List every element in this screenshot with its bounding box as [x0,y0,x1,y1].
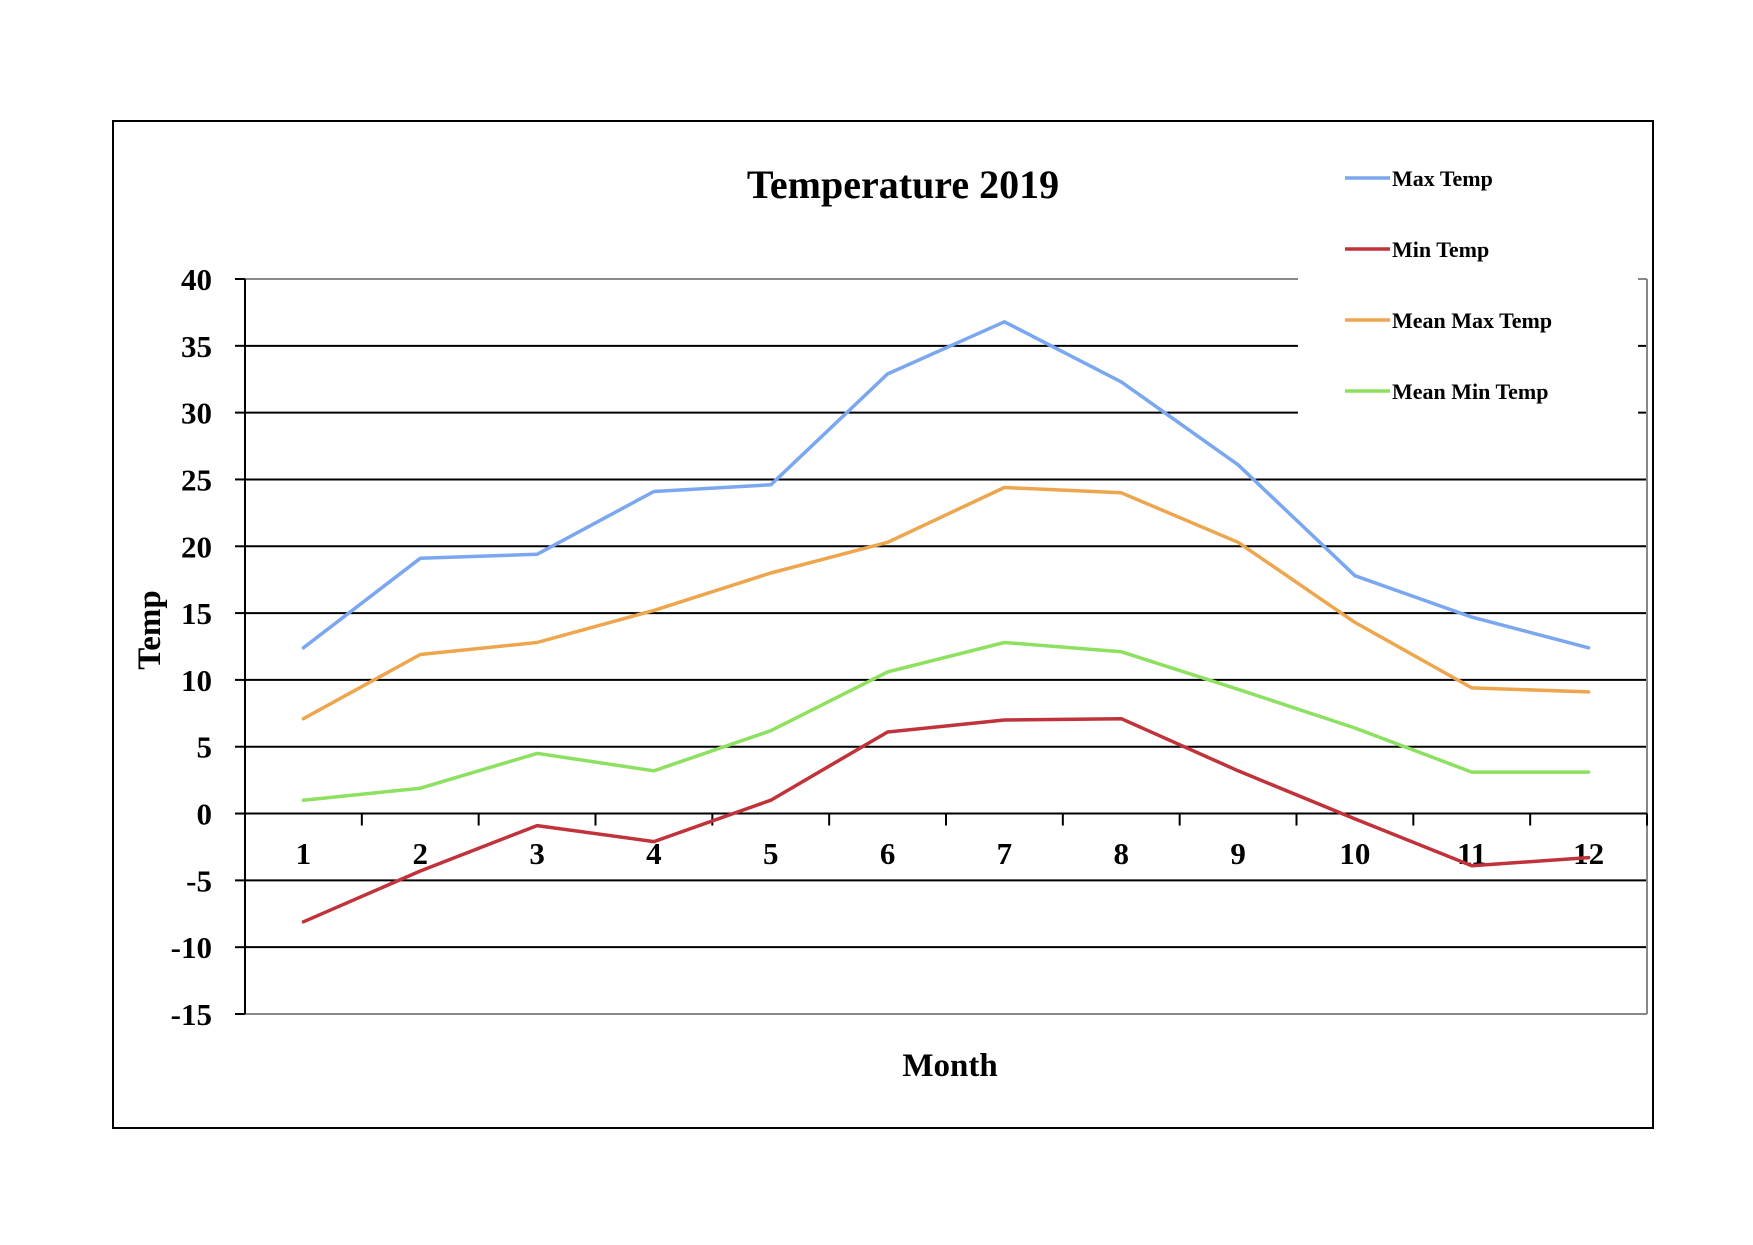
series-line-mean-max-temp [301,485,1591,721]
x-tick-label: 7 [997,836,1013,871]
legend-box [1298,150,1638,420]
y-tick-label: 30 [181,396,212,431]
y-tick-label: -15 [171,997,212,1032]
y-tick-label: 10 [181,663,212,698]
y-tick-label: 20 [181,529,212,564]
y-axis-title: Temp [132,590,168,669]
x-tick-label: 2 [413,836,429,871]
y-tick-label: 0 [197,797,213,832]
series-line-min-temp [301,716,1591,924]
series-lines [301,320,1591,924]
chart-title: Temperature 2019 [747,162,1059,207]
series-line-max-temp [301,320,1591,650]
y-tick-label: 25 [181,462,212,497]
y-tick-label: -10 [171,930,212,965]
y-tick-label: 35 [181,329,212,364]
legend-label-max-temp: Max Temp [1392,166,1493,191]
x-tick-label: 5 [763,836,779,871]
y-tick-label: 5 [197,730,213,765]
series-line-mean-min-temp [301,640,1591,802]
legend-label-min-temp: Min Temp [1392,237,1489,262]
x-tick-label: 9 [1230,836,1246,871]
x-tick-label: 8 [1114,836,1130,871]
legend-label-mean-min-temp: Mean Min Temp [1392,379,1548,404]
y-tick-label: 40 [181,262,212,297]
y-tick-label: 15 [181,596,212,631]
x-axis-title: Month [902,1048,997,1084]
x-tick-label: 10 [1339,836,1370,871]
y-tick-label: -5 [186,863,212,898]
x-tick-label: 6 [880,836,896,871]
x-tick-label: 1 [296,836,312,871]
x-tick-label: 12 [1573,836,1604,871]
legend-label-mean-max-temp: Mean Max Temp [1392,308,1552,333]
legend: Max Temp Min Temp Mean Max Temp Mean Min Te… [1298,150,1638,420]
x-tick-label: 4 [646,836,662,871]
x-tick-label: 3 [529,836,545,871]
